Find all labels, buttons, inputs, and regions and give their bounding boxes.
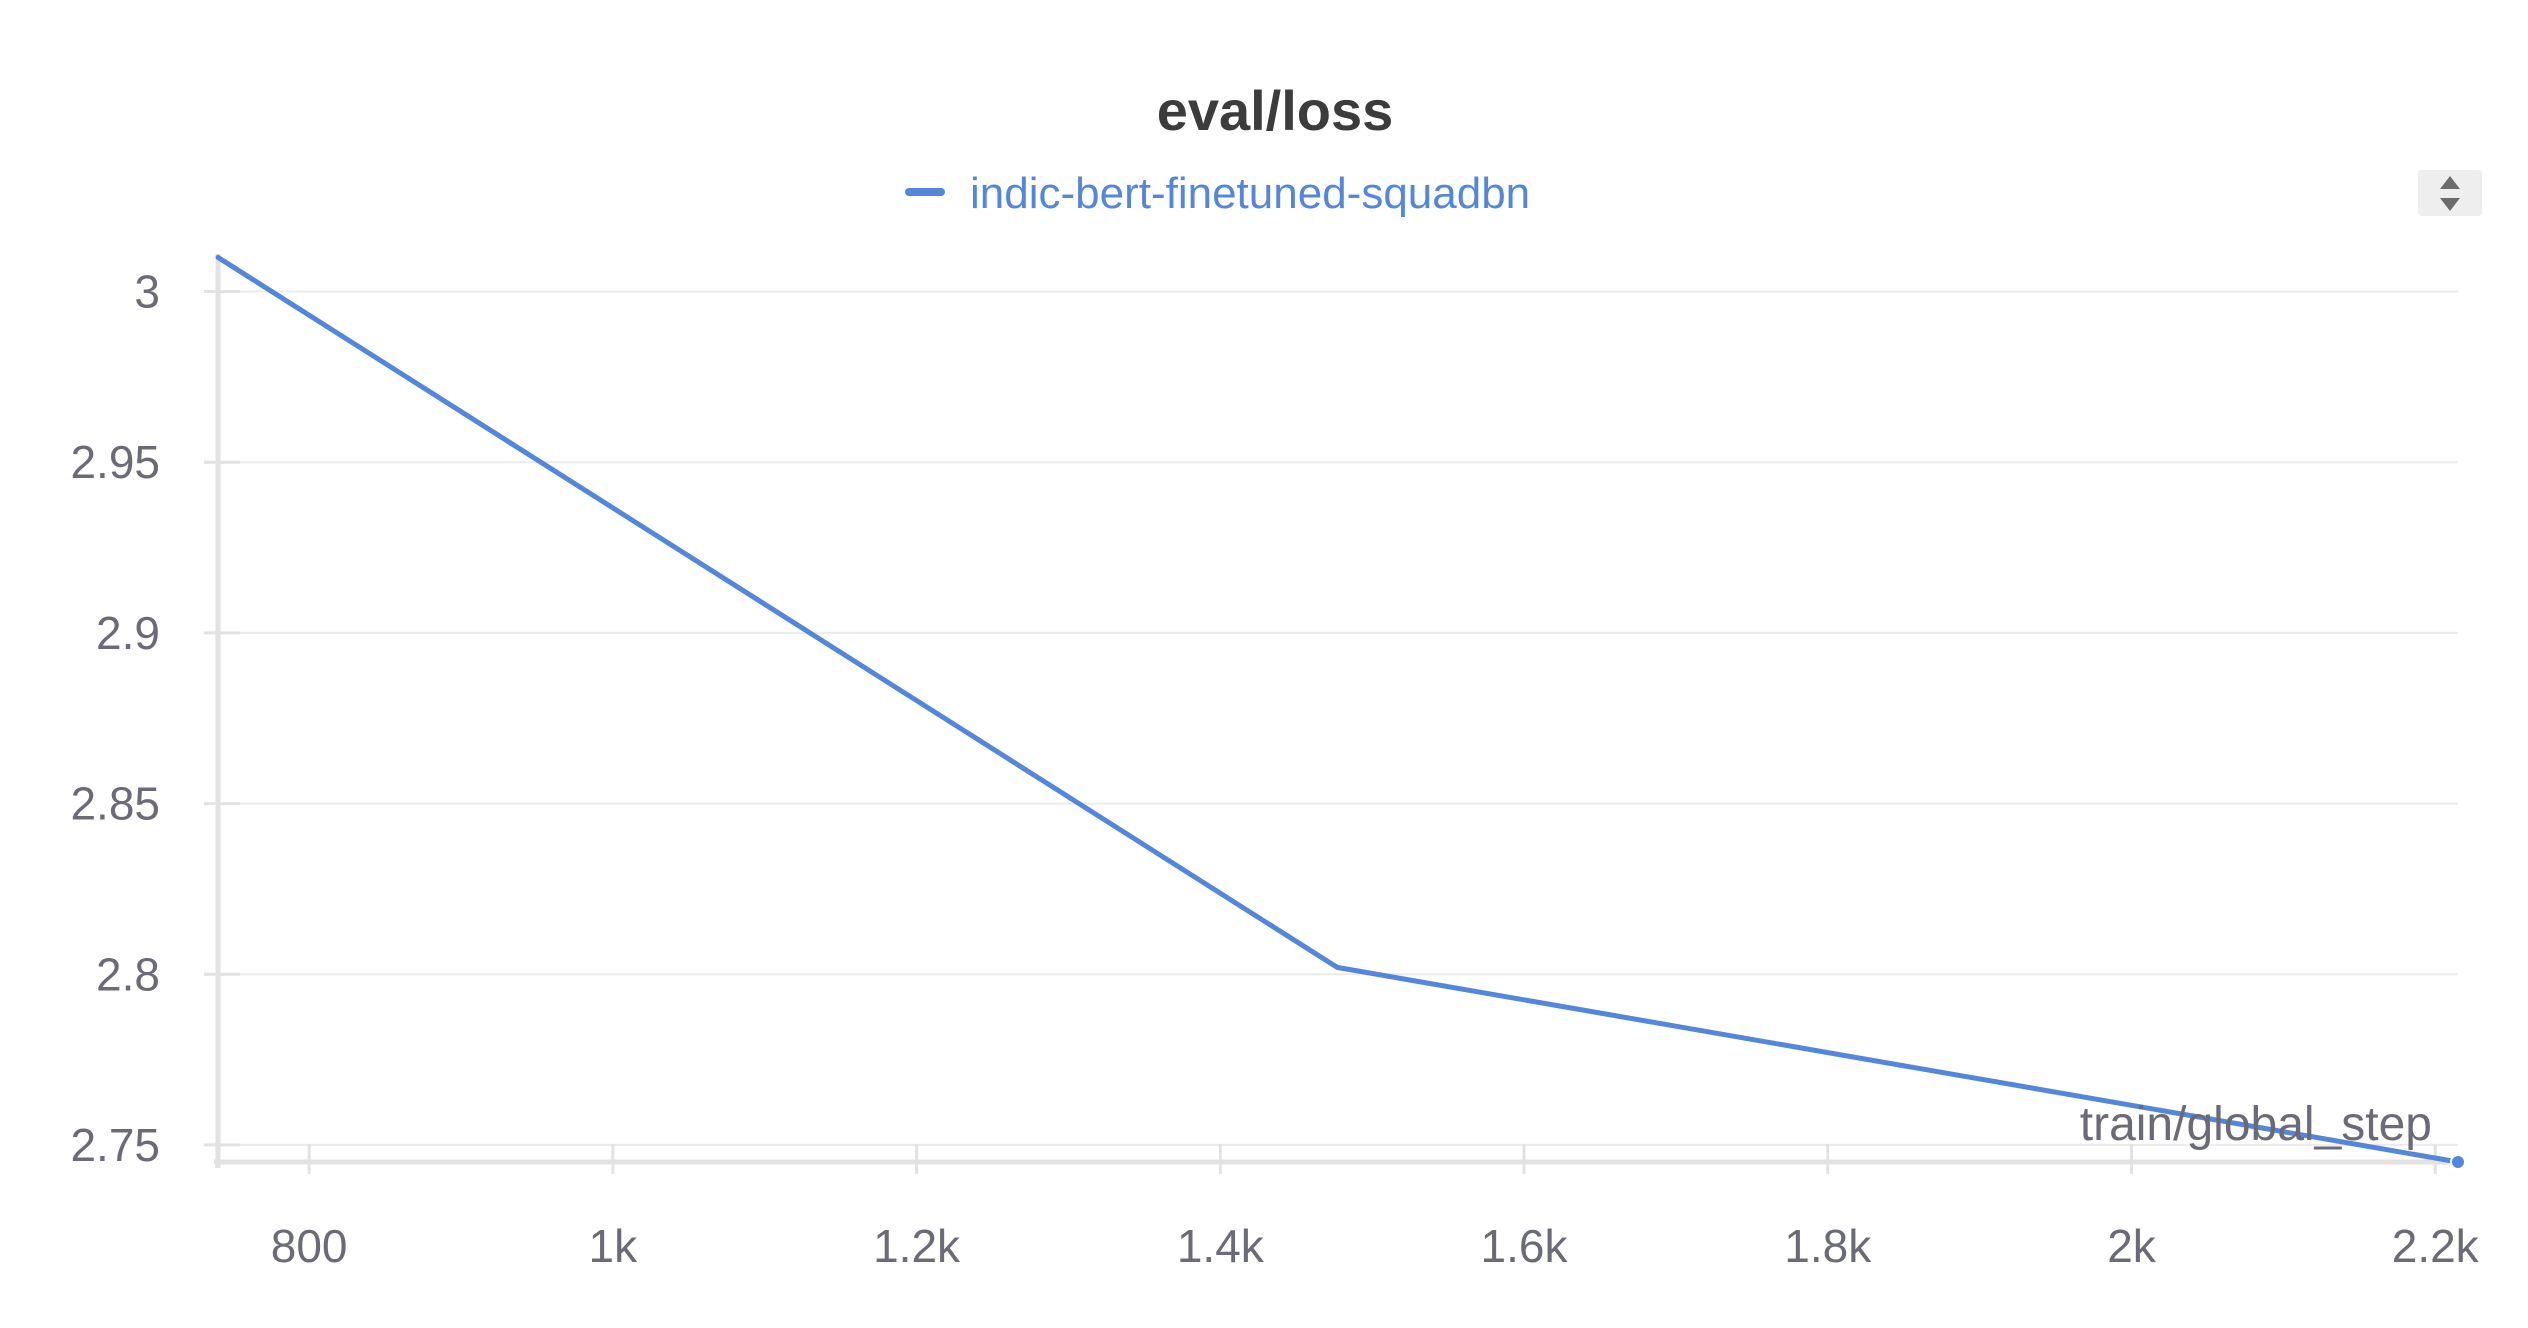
y-tick-label: 2.85 — [70, 778, 160, 830]
y-axis-ticks: 3 2.95 2.9 2.85 2.8 2.75 — [70, 266, 240, 1171]
legend: indic-bert-finetuned-squadbn — [905, 169, 1530, 218]
x-tick-label: 1k — [589, 1220, 639, 1272]
x-tick-label: 1.6k — [1481, 1220, 1569, 1272]
x-tick-label: 2.2k — [2392, 1220, 2480, 1272]
legend-swatch — [905, 188, 945, 196]
y-tick-label: 2.75 — [70, 1119, 160, 1171]
y-tick-label: 3 — [134, 266, 160, 318]
y-tick-label: 2.95 — [70, 436, 160, 488]
x-tick-label: 1.4k — [1177, 1220, 1265, 1272]
grid — [218, 290, 2458, 1146]
up-down-arrows-icon[interactable] — [2440, 176, 2460, 211]
x-tick-label: 2k — [2107, 1220, 2157, 1272]
series-line-0[interactable] — [215, 254, 2461, 1165]
legend-scroll-background[interactable] — [2418, 170, 2482, 216]
x-tick-label: 800 — [271, 1220, 348, 1272]
axes — [214, 254, 2458, 1168]
y-tick-label: 2.8 — [96, 948, 160, 1000]
legend-label[interactable]: indic-bert-finetuned-squadbn — [970, 169, 1530, 218]
series-last-point[interactable] — [2450, 1154, 2466, 1170]
legend-scroll-control[interactable] — [2418, 170, 2482, 216]
chart-title: eval/loss — [1157, 79, 1394, 142]
x-axis-ticks: 800 1k 1.2k 1.4k 1.6k 1.8k 2k 2.2k — [271, 1144, 2480, 1272]
x-tick-label: 1.2k — [873, 1220, 961, 1272]
x-axis-label: train/global_step — [2080, 1098, 2432, 1151]
y-tick-label: 2.9 — [96, 607, 160, 659]
series-layer — [215, 254, 2466, 1170]
x-tick-label: 1.8k — [1784, 1220, 1872, 1272]
